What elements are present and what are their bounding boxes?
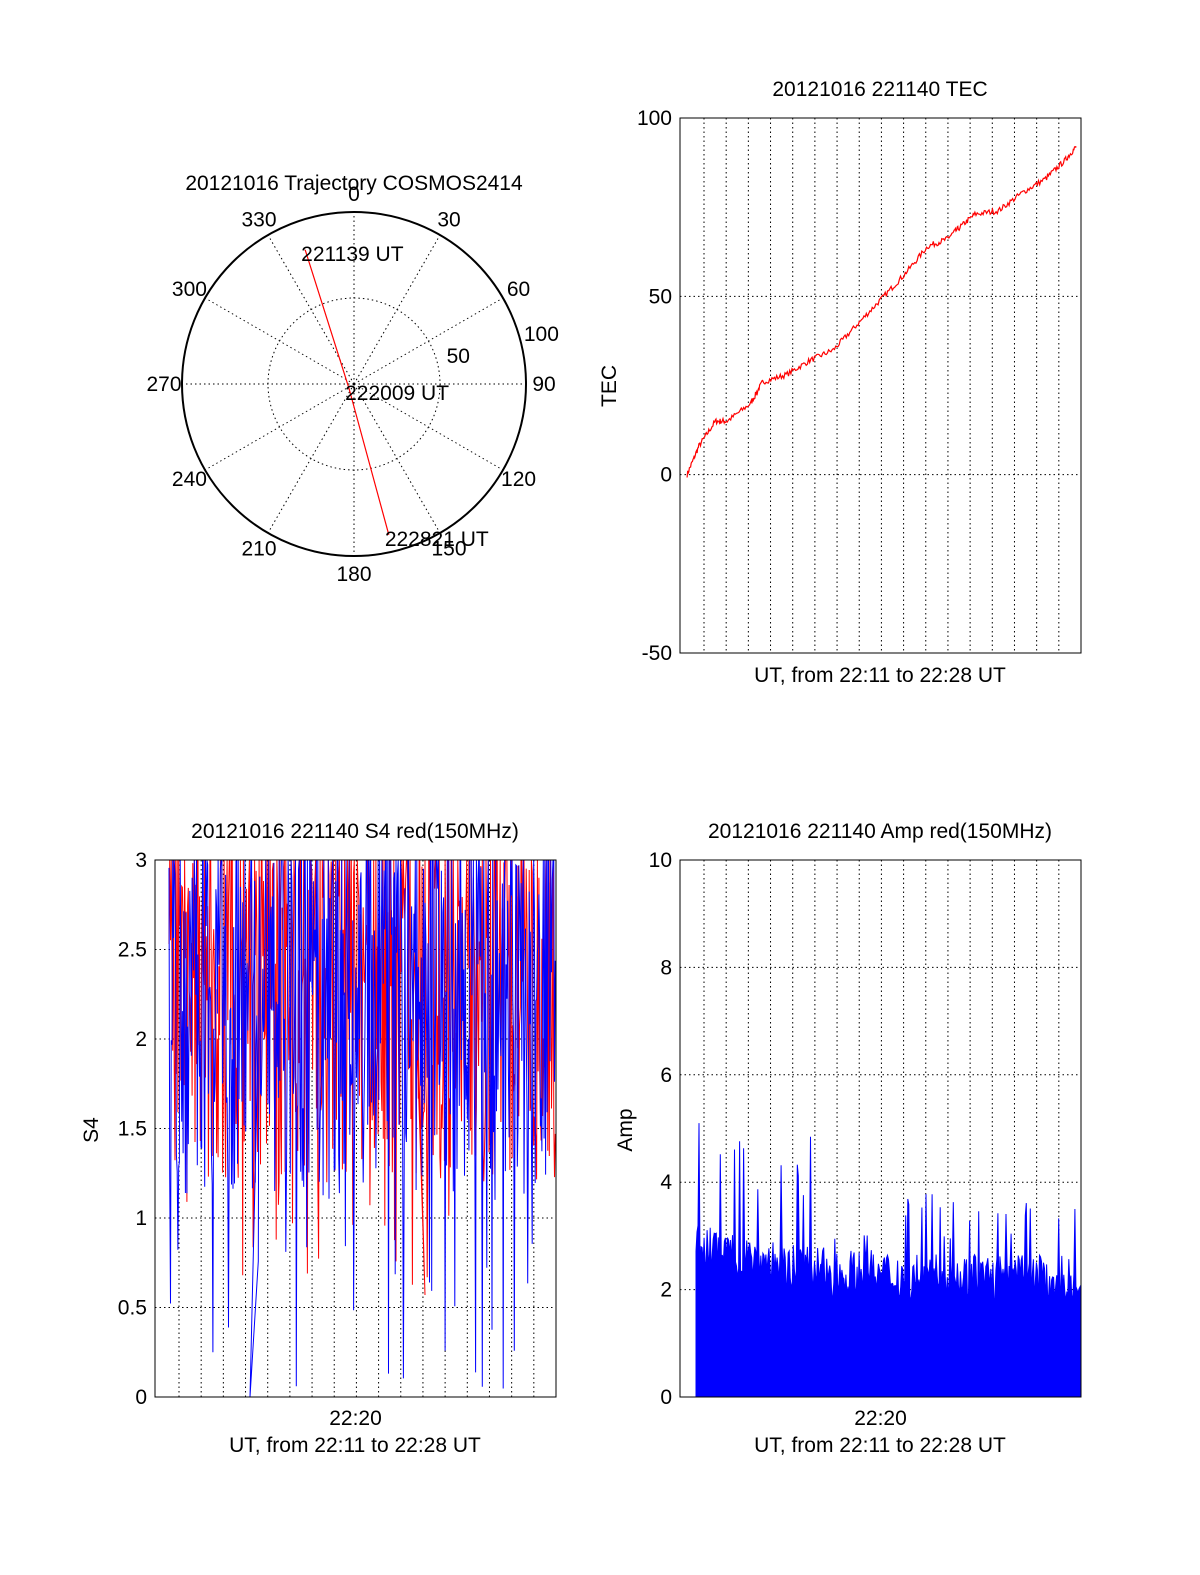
s4-x-axis-label: UT, from 22:11 to 22:28 UT <box>229 1434 481 1457</box>
trajectory-time-label: 222821 UT <box>385 528 489 551</box>
polar-angle-label: 300 <box>172 278 207 301</box>
polar-spoke <box>353 383 441 534</box>
polar-outer-ring <box>181 211 527 557</box>
amp-xtick-label: 22:20 <box>854 1407 907 1430</box>
trajectory-time-label: 221139 UT <box>301 243 404 266</box>
trajectory-track: 221139 UT 222009 UT 222821 UT <box>301 243 489 551</box>
polar-spoke <box>353 234 441 385</box>
tec-ytick-label: -50 <box>642 642 672 665</box>
tec-grid <box>680 117 1081 654</box>
amp-ytick-label: 6 <box>660 1064 672 1087</box>
polar-spoke <box>204 383 355 471</box>
polar-angle-label: 90 <box>532 373 555 396</box>
tec-plot-frame <box>679 117 1082 654</box>
polar-spoke <box>353 297 504 385</box>
amp-ytick-label: 4 <box>660 1171 672 1194</box>
amp-series <box>695 1123 1082 1398</box>
polar-angle-label: 210 <box>241 538 276 561</box>
s4-series <box>168 859 556 1398</box>
amp-chart-title: 20121016 221140 Amp red(150MHz) <box>708 820 1052 843</box>
amp-bars <box>695 1123 1082 1398</box>
polar-angle-label: 30 <box>437 208 460 231</box>
s4-ytick-label: 1 <box>135 1207 147 1230</box>
trajectory-line <box>304 249 390 535</box>
tec-series <box>686 146 1077 478</box>
tec-x-axis-label: UT, from 22:11 to 22:28 UT <box>754 664 1006 687</box>
polar-spoke <box>353 383 504 471</box>
amp-chart: 20121016 221140 Amp red(150MHz) UT, from… <box>614 820 1082 1457</box>
s4-ytick-label: 2.5 <box>118 939 147 962</box>
amp-y-axis-label: Amp <box>614 1108 637 1151</box>
polar-angle-label: 60 <box>507 278 530 301</box>
amp-ytick-label: 8 <box>660 956 672 979</box>
s4-xtick-label: 22:20 <box>329 1407 382 1430</box>
polar-angle-label: 120 <box>501 468 536 491</box>
polar-angle-label: 180 <box>336 563 371 586</box>
polar-trajectory-chart: 20121016 Trajectory COSMOS2414 0 30 60 90 12… <box>146 172 558 586</box>
s4-blue-line <box>168 859 556 1398</box>
s4-ytick-label: 2 <box>135 1028 147 1051</box>
trajectory-time-label: 222009 UT <box>345 382 449 405</box>
tec-ytick-label: 0 <box>660 464 672 487</box>
polar-spoke <box>267 234 355 385</box>
polar-radial-labels: 50 100 <box>447 323 559 368</box>
tec-line <box>686 146 1077 478</box>
polar-spoke <box>267 383 355 534</box>
s4-chart-title: 20121016 221140 S4 red(150MHz) <box>191 820 519 843</box>
polar-radial-label: 50 <box>447 345 470 368</box>
s4-chart: 20121016 221140 S4 red(150MHz) UT, from … <box>80 820 557 1457</box>
amp-x-axis-label: UT, from 22:11 to 22:28 UT <box>754 1434 1006 1457</box>
s4-tick-labels: 0 0.5 1 1.5 2 2.5 3 22:20 <box>118 849 382 1430</box>
tec-tick-labels: -50 0 50 100 <box>637 107 672 665</box>
s4-ytick-label: 1.5 <box>118 1118 147 1141</box>
tec-chart-title: 20121016 221140 TEC <box>772 78 987 101</box>
polar-chart-title: 20121016 Trajectory COSMOS2414 <box>185 172 523 195</box>
amp-ytick-label: 2 <box>660 1279 672 1302</box>
tec-chart: 20121016 221140 TEC UT, from 22:11 to 22… <box>598 78 1082 687</box>
s4-ytick-label: 0.5 <box>118 1297 147 1320</box>
s4-ytick-label: 3 <box>135 849 147 872</box>
amp-ytick-label: 0 <box>660 1386 672 1409</box>
s4-ytick-label: 0 <box>135 1386 147 1409</box>
amp-ytick-label: 10 <box>649 849 672 872</box>
polar-radial-label: 100 <box>524 323 559 346</box>
polar-spoke <box>204 297 355 385</box>
polar-grid <box>181 211 527 557</box>
polar-angle-label: 270 <box>146 373 181 396</box>
polar-angle-label: 150 <box>431 538 466 561</box>
polar-angle-label: 0 <box>348 183 360 206</box>
s4-plot-frame <box>154 859 557 1398</box>
polar-angle-label: 240 <box>172 468 207 491</box>
amp-plot-frame <box>679 859 1082 1398</box>
polar-angle-labels: 0 30 60 90 120 150 180 210 240 270 300 330 <box>146 183 555 586</box>
tec-ytick-label: 100 <box>637 107 672 130</box>
tec-y-axis-label: TEC <box>598 365 621 407</box>
s4-y-axis-label: S4 <box>80 1117 103 1143</box>
amp-tick-labels: 0 2 4 6 8 10 22:20 <box>649 849 907 1430</box>
polar-angle-label: 330 <box>241 208 276 231</box>
tec-ytick-label: 50 <box>649 285 672 308</box>
